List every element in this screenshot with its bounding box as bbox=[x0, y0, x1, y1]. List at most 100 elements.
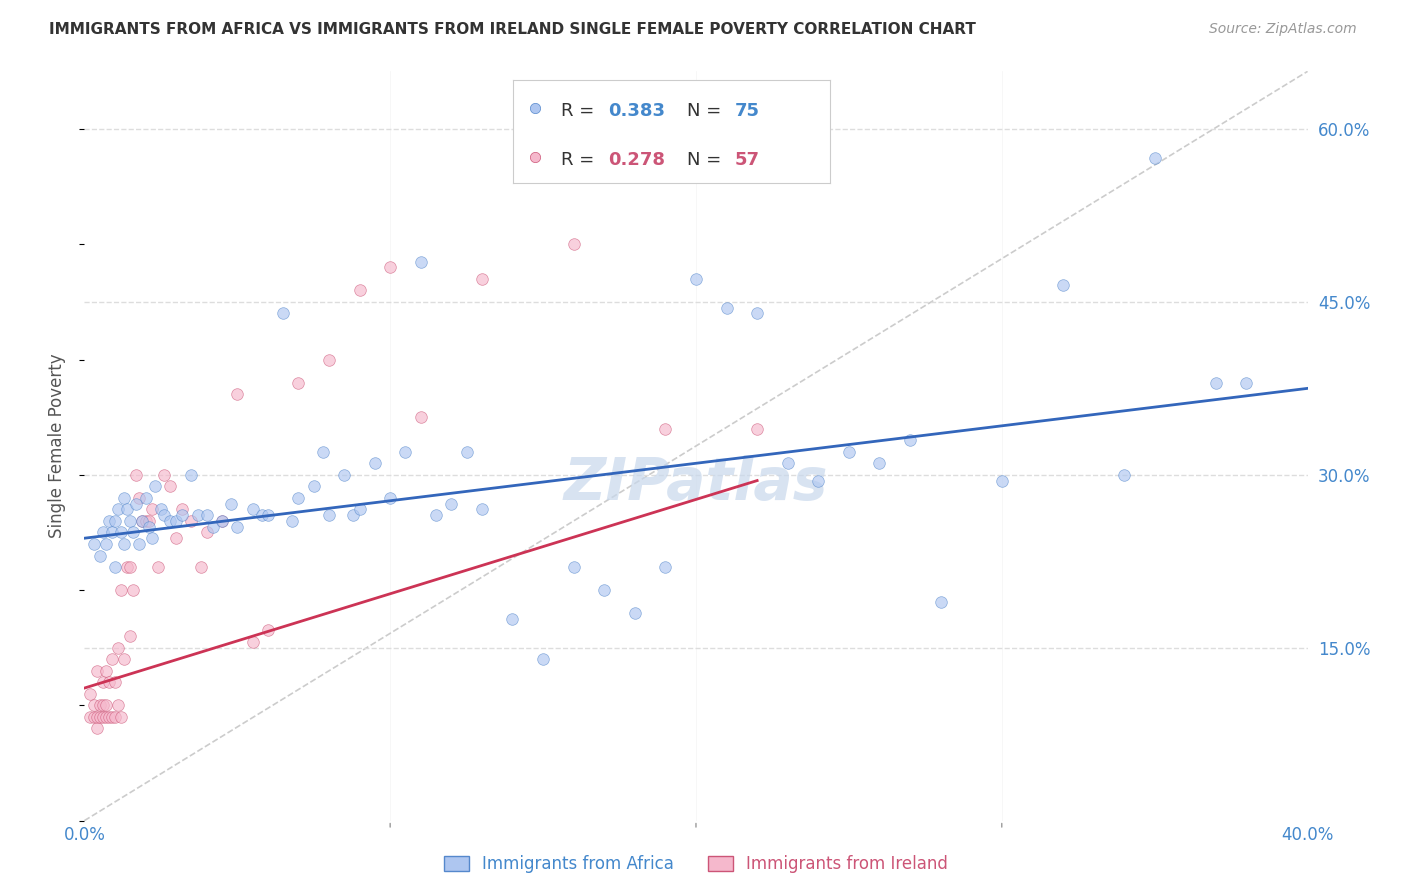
Point bbox=[380, 491, 402, 505]
Point bbox=[211, 514, 233, 528]
Text: IMMIGRANTS FROM AFRICA VS IMMIGRANTS FROM IRELAND SINGLE FEMALE POVERTY CORRELAT: IMMIGRANTS FROM AFRICA VS IMMIGRANTS FRO… bbox=[49, 22, 976, 37]
Point bbox=[287, 376, 309, 390]
Point bbox=[333, 467, 356, 482]
Point bbox=[425, 508, 447, 523]
Point bbox=[101, 652, 124, 666]
Point bbox=[1205, 376, 1227, 390]
Point bbox=[135, 514, 157, 528]
Point bbox=[107, 502, 129, 516]
Point bbox=[115, 502, 138, 516]
Point bbox=[531, 652, 554, 666]
Point bbox=[112, 537, 135, 551]
Point bbox=[654, 560, 676, 574]
Point bbox=[128, 491, 150, 505]
Point bbox=[122, 525, 145, 540]
Point bbox=[112, 652, 135, 666]
Point bbox=[318, 352, 340, 367]
Point bbox=[125, 497, 148, 511]
Point bbox=[471, 502, 494, 516]
Point bbox=[349, 284, 371, 298]
Point bbox=[110, 525, 132, 540]
Point bbox=[747, 422, 769, 436]
Point bbox=[79, 687, 101, 701]
Point bbox=[112, 491, 135, 505]
Text: 0.383: 0.383 bbox=[607, 102, 665, 120]
Point bbox=[685, 272, 707, 286]
Legend: Immigrants from Africa, Immigrants from Ireland: Immigrants from Africa, Immigrants from … bbox=[437, 848, 955, 880]
Point bbox=[83, 537, 105, 551]
Y-axis label: Single Female Poverty: Single Female Poverty bbox=[48, 354, 66, 538]
Point bbox=[165, 531, 187, 545]
Point bbox=[159, 479, 181, 493]
Point bbox=[94, 537, 117, 551]
Point bbox=[97, 675, 120, 690]
Point bbox=[502, 612, 524, 626]
Point bbox=[79, 710, 101, 724]
Point bbox=[593, 583, 616, 598]
Text: 75: 75 bbox=[734, 102, 759, 120]
Point bbox=[97, 514, 120, 528]
Point bbox=[250, 508, 273, 523]
Point bbox=[302, 479, 325, 493]
Point bbox=[211, 514, 233, 528]
Point bbox=[1052, 277, 1074, 292]
Point bbox=[149, 502, 172, 516]
Point bbox=[219, 497, 242, 511]
Point bbox=[281, 514, 304, 528]
Point bbox=[747, 306, 769, 320]
Point bbox=[624, 606, 647, 620]
Point bbox=[342, 508, 364, 523]
Point bbox=[120, 560, 142, 574]
Point bbox=[91, 525, 114, 540]
Point bbox=[97, 710, 120, 724]
Point bbox=[172, 502, 194, 516]
Point bbox=[807, 474, 830, 488]
Point bbox=[349, 502, 371, 516]
Point bbox=[110, 710, 132, 724]
Point bbox=[89, 698, 111, 713]
Text: Source: ZipAtlas.com: Source: ZipAtlas.com bbox=[1209, 22, 1357, 37]
Point bbox=[226, 519, 249, 533]
Point bbox=[153, 467, 176, 482]
Point bbox=[115, 560, 138, 574]
Point bbox=[190, 560, 212, 574]
Point bbox=[195, 525, 218, 540]
Point bbox=[226, 387, 249, 401]
Point bbox=[654, 422, 676, 436]
Point bbox=[89, 549, 111, 563]
Point bbox=[456, 444, 478, 458]
Point bbox=[141, 531, 163, 545]
Point bbox=[104, 710, 127, 724]
Text: ZIPatlas: ZIPatlas bbox=[564, 455, 828, 512]
Point bbox=[271, 306, 294, 320]
Point bbox=[380, 260, 402, 275]
Point bbox=[104, 560, 127, 574]
Point bbox=[257, 508, 280, 523]
Point bbox=[180, 514, 202, 528]
Point bbox=[86, 722, 108, 736]
Point bbox=[143, 479, 166, 493]
Point bbox=[186, 508, 208, 523]
Point bbox=[287, 491, 309, 505]
Point bbox=[101, 525, 124, 540]
Point bbox=[107, 640, 129, 655]
Point bbox=[122, 583, 145, 598]
Point bbox=[257, 624, 280, 638]
Point bbox=[135, 491, 157, 505]
Point bbox=[1236, 376, 1258, 390]
Point bbox=[94, 664, 117, 678]
Point bbox=[146, 560, 169, 574]
Point bbox=[242, 502, 264, 516]
Point bbox=[138, 514, 160, 528]
Point bbox=[120, 514, 142, 528]
Point bbox=[776, 456, 799, 470]
Point bbox=[86, 664, 108, 678]
Point bbox=[131, 514, 153, 528]
Text: 57: 57 bbox=[734, 152, 759, 169]
Point bbox=[125, 467, 148, 482]
Point bbox=[838, 444, 860, 458]
Point bbox=[201, 519, 224, 533]
Point bbox=[138, 519, 160, 533]
Point bbox=[869, 456, 891, 470]
Point bbox=[159, 514, 181, 528]
